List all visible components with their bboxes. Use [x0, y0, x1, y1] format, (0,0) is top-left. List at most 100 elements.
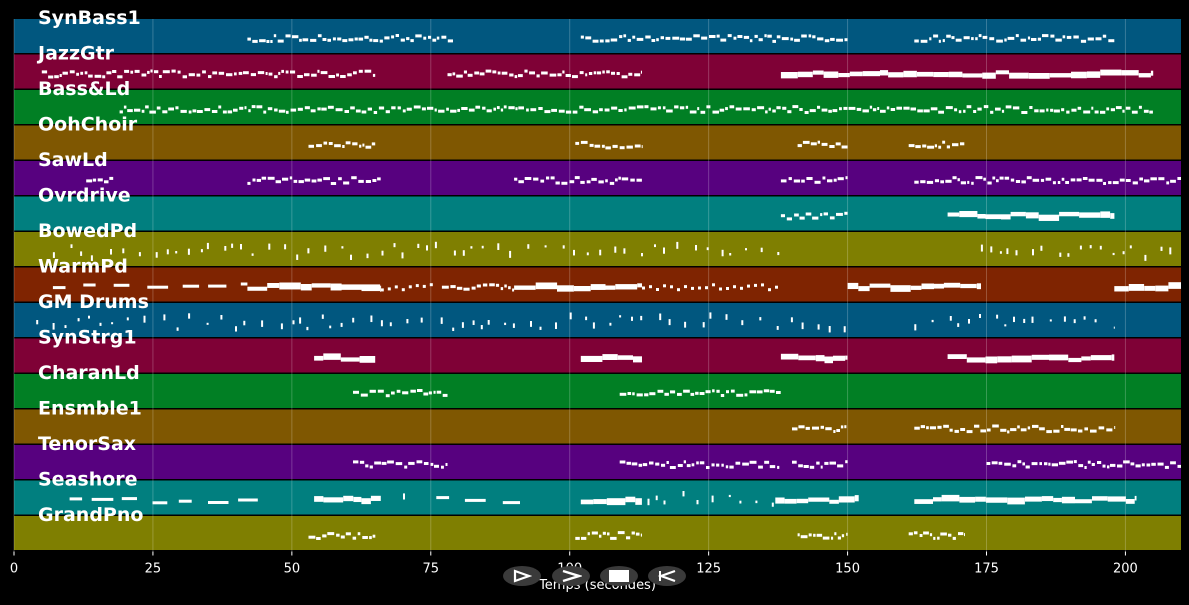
note [70, 244, 73, 249]
note [502, 501, 520, 505]
note [636, 37, 644, 41]
note [479, 72, 485, 76]
note [248, 109, 251, 113]
note [515, 107, 518, 111]
note [527, 244, 530, 249]
note [1107, 496, 1126, 502]
note [890, 285, 911, 292]
note [436, 36, 440, 40]
note [971, 37, 974, 41]
note [960, 283, 977, 289]
note [1041, 496, 1054, 502]
note [948, 533, 952, 537]
note [933, 497, 942, 502]
note [824, 39, 830, 43]
note [942, 140, 946, 144]
note [634, 73, 641, 77]
stop-button[interactable] [600, 566, 638, 586]
note [846, 532, 848, 536]
note [340, 357, 360, 362]
note [541, 71, 548, 75]
note [869, 283, 891, 288]
note [749, 460, 757, 464]
note [555, 322, 557, 329]
note [801, 34, 807, 38]
note [1149, 110, 1153, 114]
note [599, 39, 604, 43]
note [793, 179, 801, 183]
note [575, 536, 580, 540]
play-button[interactable] [503, 566, 541, 586]
note [1061, 108, 1065, 112]
note [662, 106, 666, 110]
note [776, 326, 779, 330]
note [381, 250, 384, 256]
note [447, 73, 452, 77]
note [798, 425, 805, 429]
note [310, 38, 317, 42]
note [397, 106, 401, 110]
note [833, 178, 837, 182]
note [504, 284, 507, 288]
note [171, 69, 176, 73]
note [314, 496, 324, 502]
note [990, 246, 993, 253]
note [208, 501, 229, 504]
note [251, 253, 254, 256]
note [698, 286, 701, 290]
note [500, 287, 504, 291]
note [286, 110, 289, 114]
note [328, 75, 335, 78]
rewind-button[interactable] [648, 566, 686, 586]
note [121, 497, 137, 501]
note [1053, 109, 1060, 113]
note [456, 74, 463, 78]
note [986, 462, 991, 465]
note [323, 497, 344, 503]
note [569, 312, 572, 320]
note [847, 282, 859, 290]
note [649, 392, 656, 396]
note [122, 248, 125, 254]
note [1046, 430, 1052, 434]
track-label: BowedPd [38, 220, 137, 242]
note [1102, 464, 1106, 468]
note [1143, 109, 1149, 113]
note [923, 109, 930, 113]
note [910, 107, 916, 111]
note [922, 144, 927, 148]
note [756, 390, 763, 394]
note [761, 283, 764, 287]
note [1170, 461, 1176, 465]
note [915, 145, 921, 149]
note [321, 314, 324, 319]
note [206, 322, 209, 325]
note [792, 460, 797, 464]
note [352, 142, 358, 146]
note [679, 37, 686, 41]
note [1169, 247, 1172, 255]
note [347, 73, 352, 77]
note [88, 315, 90, 319]
next-button[interactable] [552, 566, 590, 586]
note [886, 106, 890, 110]
note [1046, 108, 1049, 112]
note [558, 109, 565, 113]
note [472, 320, 475, 325]
note [150, 69, 153, 73]
note [1061, 177, 1065, 181]
note [588, 72, 593, 75]
note [395, 34, 399, 37]
note [1077, 106, 1082, 110]
note [518, 180, 524, 184]
note [880, 109, 886, 113]
note [706, 247, 709, 251]
tick-label: 75 [423, 562, 440, 577]
note [816, 533, 823, 537]
note [744, 393, 748, 397]
note [975, 37, 978, 41]
note [996, 314, 999, 319]
note [1050, 108, 1054, 112]
note [1106, 107, 1110, 111]
note [539, 326, 542, 330]
